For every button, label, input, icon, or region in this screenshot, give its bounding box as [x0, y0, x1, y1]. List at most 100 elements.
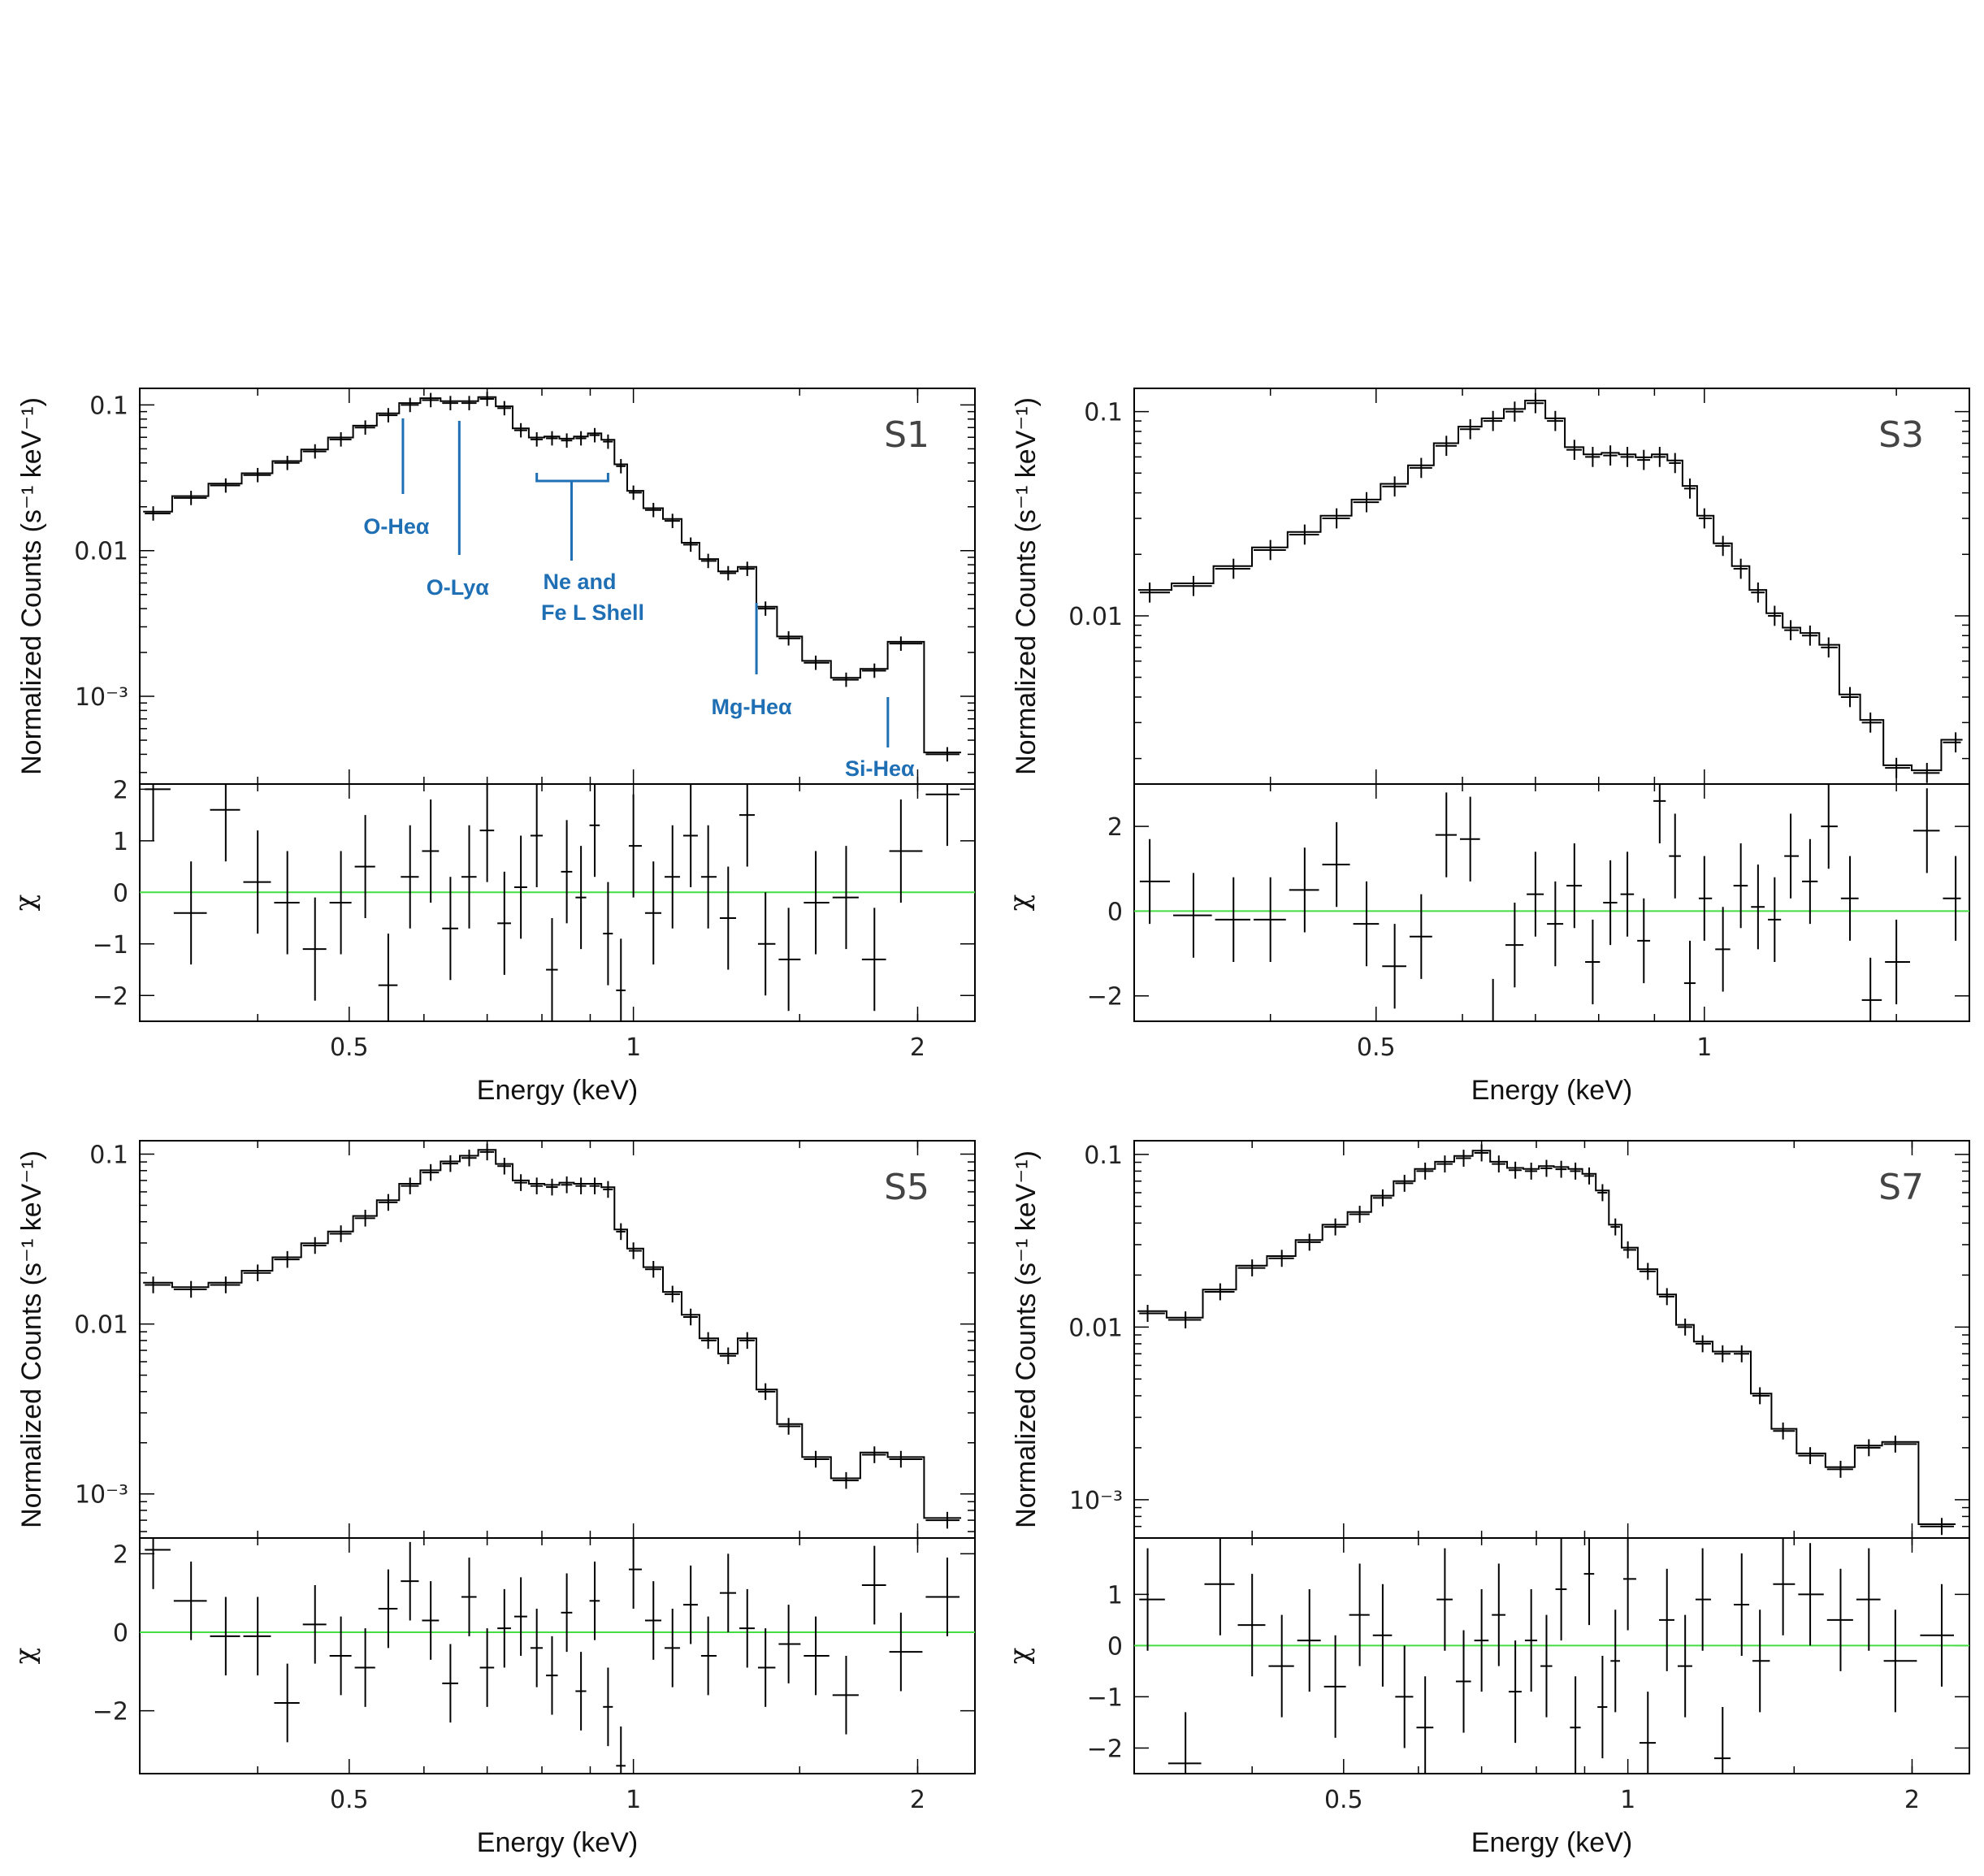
residual-point [530, 1609, 544, 1688]
residual-axis-title: χ [9, 1648, 41, 1665]
data-point [644, 1260, 661, 1278]
residual-point [1508, 1640, 1522, 1744]
annotation-label: Fe L Shell [541, 600, 644, 625]
data-point [497, 1158, 511, 1175]
residual-point [243, 830, 271, 934]
data-point [1167, 1311, 1202, 1329]
residual-point [1409, 894, 1432, 979]
residual-point [1483, 978, 1503, 1022]
residual-point [778, 1605, 801, 1683]
line-annotation: Mg-Heα [712, 603, 792, 719]
x-tick-label: 1 [1620, 1786, 1635, 1814]
data-point [1715, 535, 1731, 557]
residual-point [1658, 1568, 1674, 1671]
data-point [1566, 440, 1583, 461]
data-point [1734, 1345, 1749, 1363]
r-tick-label: 1 [113, 828, 128, 856]
data-point [1527, 392, 1544, 414]
annotation-label: O-Heα [363, 514, 430, 539]
data-point [757, 601, 776, 616]
data-point [1139, 582, 1171, 603]
residual-point [889, 799, 923, 903]
residual-point [1492, 1563, 1505, 1666]
data-point [1395, 1174, 1414, 1192]
data-point [442, 1155, 458, 1172]
data-point [1639, 1263, 1656, 1280]
x-tick-label: 2 [910, 1786, 925, 1814]
residual-point [530, 784, 544, 887]
residual-point [497, 1588, 511, 1668]
residual-point [700, 825, 717, 929]
residual-point [1289, 847, 1319, 933]
data-point [1459, 418, 1480, 440]
residual-point [1527, 851, 1544, 937]
data-point [1821, 637, 1838, 658]
data-point [1372, 1189, 1393, 1207]
residual-point [1268, 1614, 1294, 1718]
residual-point [1715, 907, 1731, 992]
residual-point [1801, 838, 1818, 925]
data-point [757, 1383, 776, 1401]
data-point [1840, 687, 1859, 708]
data-point [1204, 1283, 1235, 1301]
residual-point [1695, 1548, 1711, 1651]
data-point [664, 1285, 680, 1303]
residual-point [401, 1541, 419, 1621]
y-tick-label: 10⁻³ [75, 683, 128, 712]
residual-point [1436, 1548, 1453, 1651]
data-point [739, 561, 755, 576]
data-point [329, 1225, 352, 1242]
data-point [804, 655, 830, 670]
line-annotation: O-Lyα [427, 421, 489, 600]
residual-point [1139, 838, 1171, 925]
y-tick-label: 0.1 [1084, 399, 1123, 427]
y-tick-label: 0.01 [74, 1311, 128, 1340]
data-point [682, 537, 698, 552]
data-point [497, 401, 511, 416]
residual-point [1459, 796, 1480, 882]
residual-point [145, 784, 171, 841]
residual-point [603, 1667, 613, 1747]
residual-point [1733, 843, 1748, 929]
data-point [513, 1174, 527, 1191]
x-tick-label: 0.5 [1324, 1786, 1363, 1814]
r-tick-label: 0 [113, 1619, 128, 1648]
residual-point [616, 1727, 626, 1774]
data-point [210, 1276, 240, 1293]
residual-point [682, 784, 698, 887]
data-point [302, 444, 327, 459]
data-point [700, 553, 717, 569]
data-point [401, 397, 419, 413]
residual-point [1669, 813, 1681, 899]
residual-point [1395, 1645, 1414, 1748]
residual-point [1167, 1712, 1202, 1774]
residual-point [1784, 813, 1799, 899]
residual-point [804, 851, 830, 955]
residual-point [513, 835, 527, 939]
data-point [1253, 539, 1286, 561]
data-point [1409, 457, 1432, 479]
data-point [682, 1308, 698, 1326]
data-point [1801, 625, 1818, 646]
data-point [378, 1194, 398, 1211]
residual-point [354, 1628, 375, 1707]
residual-point [1752, 1610, 1770, 1713]
residual-point [1620, 851, 1635, 937]
residual-point [1821, 784, 1838, 869]
x-axis-title: Energy (keV) [1471, 1075, 1632, 1106]
data-point [274, 455, 300, 470]
residual-point [925, 1558, 960, 1636]
data-point [1677, 1318, 1692, 1336]
residual-point [719, 1553, 737, 1632]
residual-point [1353, 881, 1380, 967]
residual-point [682, 1565, 698, 1644]
data-point [616, 1223, 626, 1241]
residual-point [1683, 940, 1696, 1021]
residual-point [442, 877, 458, 981]
data-point [1861, 712, 1882, 733]
panel-tag: S7 [1878, 1167, 1924, 1208]
data-point [1773, 1422, 1796, 1440]
data-point [861, 1446, 886, 1463]
residual-point [210, 1597, 240, 1676]
spectrum-frame [1133, 1140, 1970, 1539]
